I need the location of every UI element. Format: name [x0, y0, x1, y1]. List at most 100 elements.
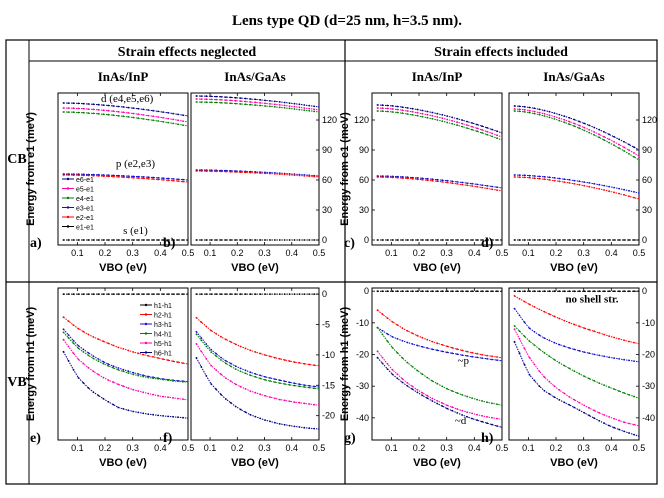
data-point-h4-h1	[107, 365, 110, 367]
data-point-h5-h1	[518, 338, 521, 340]
data-point-h4-h1	[264, 379, 266, 381]
data-point-h5-h1	[471, 412, 473, 415]
data-point-h6-h1	[523, 363, 526, 366]
data-point-e4-e1	[476, 130, 478, 133]
data-point-e3-e1	[538, 175, 541, 178]
data-point-h2-h1	[401, 327, 404, 329]
data-point-h2-h1	[112, 344, 115, 347]
data-point-e1-e1	[137, 239, 140, 241]
data-point-e4-e1	[563, 121, 566, 124]
data-point-h1-h1	[446, 290, 449, 293]
data-point-h3-h1	[618, 358, 620, 360]
data-point-e2-e1	[396, 176, 399, 179]
data-point-h3-h1	[538, 334, 541, 337]
data-point-e6-e1	[97, 103, 100, 106]
data-point-h5-h1	[234, 383, 237, 386]
legend-marker-h3-h1	[144, 322, 148, 326]
chart-panel-b: InAs/GaAs 0.1 0.2 0.3 0.4 0.5 VBO (eV) 0 30 60 90 1…	[163, 69, 337, 274]
data-point-e2-e1	[278, 173, 281, 176]
data-point-h3-h1	[518, 314, 521, 317]
x-tick-label-d: 0.1	[522, 248, 535, 258]
data-point-e6-e1	[205, 95, 208, 98]
data-point-e2-e1	[77, 174, 80, 177]
series-line-h5-h1	[63, 339, 188, 401]
data-point-e2-e1	[471, 185, 473, 187]
data-point-h3-h1	[461, 354, 464, 356]
data-point-e4-e1	[396, 111, 399, 114]
data-point-e3-e1	[558, 177, 561, 180]
data-point-h6-h1	[147, 413, 150, 415]
data-point-e2-e1	[142, 177, 145, 180]
data-point-e1-e1	[269, 239, 271, 241]
data-point-h2-h1	[318, 364, 319, 367]
data-point-e4-e1	[298, 108, 301, 111]
data-point-e2-e1	[283, 173, 286, 176]
y-axis-label-g: Energy from h1 (meV)	[339, 307, 351, 422]
data-point-e4-e1	[553, 118, 556, 120]
data-point-h3-h1	[466, 355, 468, 357]
series-group-h	[513, 290, 639, 438]
data-point-h5-h1	[496, 417, 498, 420]
annotation-h-0: no shell str.	[565, 293, 618, 305]
data-point-e1-e1	[456, 239, 459, 241]
data-point-h6-h1	[471, 417, 473, 420]
data-point-h6-h1	[225, 398, 227, 400]
data-point-h1-h1	[583, 290, 586, 293]
data-point-e1-e1	[182, 239, 184, 241]
x-tick-label-f: 0.1	[204, 443, 217, 453]
data-point-h4-h1	[406, 361, 409, 364]
data-point-h6-h1	[623, 430, 625, 433]
data-point-e5-e1	[486, 130, 488, 133]
data-point-h3-h1	[613, 357, 615, 359]
data-point-e6-e1	[303, 104, 306, 106]
data-point-h6-h1	[97, 394, 100, 397]
data-point-h3-h1	[523, 321, 526, 324]
data-point-h6-h1	[396, 377, 399, 380]
data-point-e5-e1	[205, 98, 208, 101]
data-point-e2-e1	[618, 192, 620, 195]
data-point-h4-h1	[293, 384, 296, 387]
data-point-e5-e1	[376, 107, 379, 109]
data-point-e6-e1	[471, 122, 473, 124]
data-point-e4-e1	[638, 159, 639, 161]
data-point-h1-h1	[112, 293, 115, 295]
data-point-e1-e1	[229, 239, 232, 241]
data-point-h4-h1	[471, 397, 473, 399]
data-point-h5-h1	[259, 393, 262, 396]
data-point-h1-h1	[147, 293, 150, 295]
data-point-e4-e1	[122, 115, 125, 118]
data-point-e5-e1	[137, 113, 140, 116]
data-point-h5-h1	[613, 417, 615, 420]
x-tick-label-g: 0.3	[440, 443, 453, 453]
data-point-h4-h1	[613, 388, 615, 390]
data-point-e3-e1	[147, 176, 150, 179]
data-point-h3-h1	[264, 376, 266, 378]
legend-label-h1-h1: h1-h1	[154, 303, 172, 310]
data-point-h4-h1	[523, 335, 526, 338]
data-point-e4-e1	[112, 114, 115, 117]
data-point-h1-h1	[568, 290, 571, 293]
data-point-e6-e1	[259, 99, 262, 101]
data-point-e4-e1	[249, 103, 252, 106]
legend-marker-e3-e1	[66, 206, 70, 209]
chart-panel-g: 0.1 0.2 0.3 0.4 0.5 VBO (eV) 0 -10 -20 -30 -40 Ener…	[339, 286, 508, 469]
x-tick-label-c: 0.1	[385, 248, 398, 258]
subtitle-d: InAs/GaAs	[543, 69, 604, 84]
data-point-h2-h1	[623, 339, 625, 342]
series-line-h2-h1	[196, 317, 319, 367]
y-tick-label-g: -40	[356, 413, 369, 423]
data-point-e2-e1	[225, 170, 227, 173]
data-point-h5-h1	[278, 398, 281, 401]
data-point-h1-h1	[603, 290, 605, 293]
data-point-h1-h1	[518, 290, 521, 293]
data-point-e3-e1	[588, 182, 591, 184]
data-point-e4-e1	[471, 128, 473, 131]
data-point-e6-e1	[481, 125, 483, 128]
x-tick-label-e: 0.4	[154, 443, 167, 453]
data-point-e5-e1	[543, 112, 546, 115]
data-point-e2-e1	[117, 176, 120, 178]
data-point-e6-e1	[568, 116, 571, 119]
data-point-e3-e1	[513, 174, 516, 176]
data-point-e5-e1	[446, 118, 449, 121]
data-point-e5-e1	[187, 121, 188, 123]
